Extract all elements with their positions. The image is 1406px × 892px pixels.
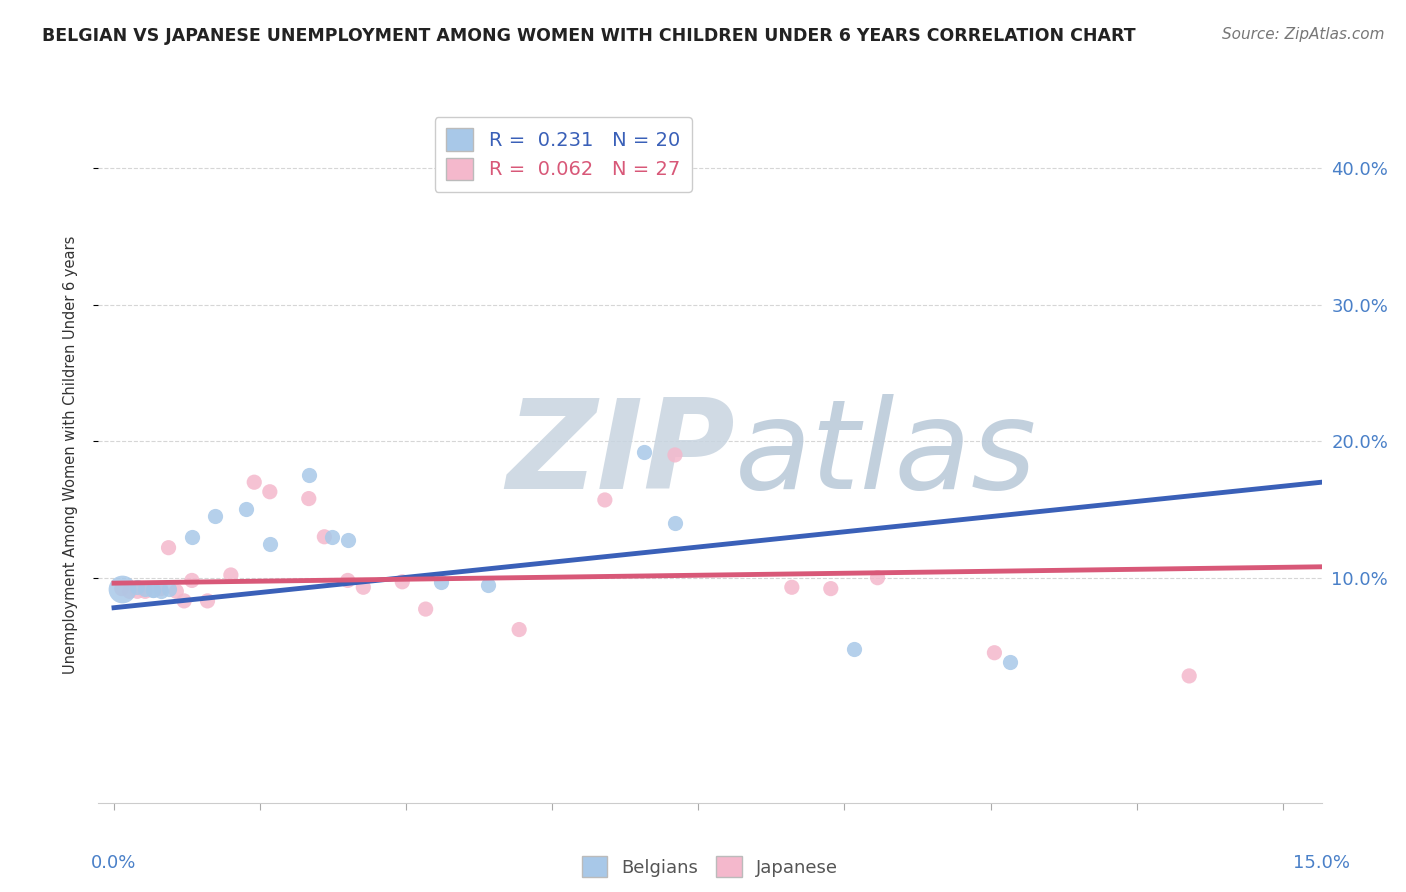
Point xyxy=(127,580,149,594)
Point xyxy=(633,445,655,459)
Point xyxy=(149,584,172,599)
Point xyxy=(415,602,437,616)
Point xyxy=(508,623,530,637)
Point xyxy=(157,541,180,555)
Legend: Belgians, Japanese: Belgians, Japanese xyxy=(575,849,845,884)
Point xyxy=(664,516,686,530)
Point xyxy=(391,574,413,589)
Point xyxy=(157,582,180,596)
Point xyxy=(259,484,281,499)
Point xyxy=(180,530,202,544)
Text: Source: ZipAtlas.com: Source: ZipAtlas.com xyxy=(1222,27,1385,42)
Point xyxy=(142,582,165,597)
Point xyxy=(134,582,156,596)
Point xyxy=(235,502,257,516)
Point xyxy=(173,594,195,608)
Point xyxy=(844,641,866,656)
Point xyxy=(321,530,343,544)
Point xyxy=(998,655,1021,669)
Point xyxy=(430,574,453,589)
Text: 0.0%: 0.0% xyxy=(91,854,136,871)
Point xyxy=(127,584,149,599)
Point xyxy=(477,577,499,591)
Point xyxy=(593,492,616,507)
Point xyxy=(219,568,242,582)
Text: 15.0%: 15.0% xyxy=(1294,854,1350,871)
Y-axis label: Unemployment Among Women with Children Under 6 years: Unemployment Among Women with Children U… xyxy=(63,235,77,674)
Point xyxy=(866,571,889,585)
Point xyxy=(180,574,202,588)
Point xyxy=(259,536,281,550)
Point xyxy=(314,530,336,544)
Point xyxy=(336,574,359,588)
Point xyxy=(820,582,842,596)
Point xyxy=(204,509,226,524)
Point xyxy=(134,584,156,599)
Point xyxy=(197,594,219,608)
Text: BELGIAN VS JAPANESE UNEMPLOYMENT AMONG WOMEN WITH CHILDREN UNDER 6 YEARS CORRELA: BELGIAN VS JAPANESE UNEMPLOYMENT AMONG W… xyxy=(42,27,1136,45)
Point xyxy=(298,491,321,506)
Point xyxy=(352,580,374,594)
Point xyxy=(780,580,803,594)
Point xyxy=(336,533,359,547)
Point xyxy=(243,475,266,490)
Point xyxy=(149,582,172,596)
Point xyxy=(111,582,134,596)
Point xyxy=(111,582,134,596)
Point xyxy=(298,468,321,483)
Point xyxy=(142,582,165,597)
Point xyxy=(118,584,141,599)
Point xyxy=(165,584,187,599)
Point xyxy=(664,448,686,462)
Text: ZIP: ZIP xyxy=(506,394,734,516)
Text: atlas: atlas xyxy=(734,394,1036,516)
Point xyxy=(1178,669,1201,683)
Point xyxy=(983,646,1005,660)
